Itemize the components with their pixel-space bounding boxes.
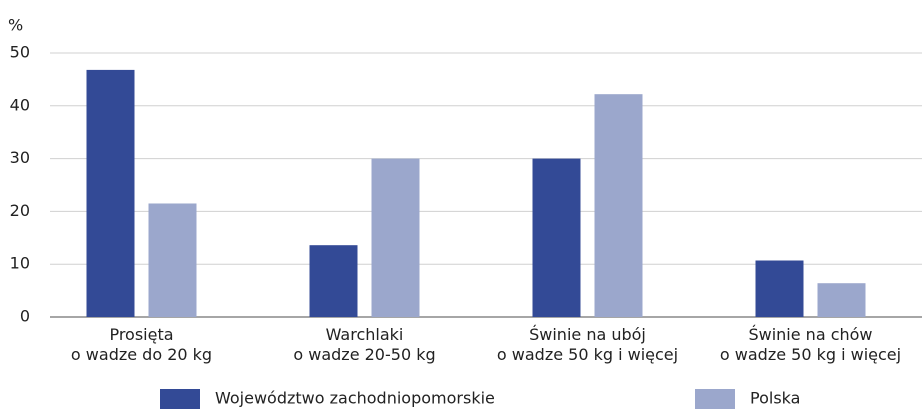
- x-tick-label-line: Warchlaki: [326, 325, 404, 344]
- bar: [371, 158, 420, 317]
- x-tick-label-line: Świnie na chów: [748, 325, 872, 344]
- bar: [817, 283, 866, 317]
- bar: [148, 203, 197, 317]
- x-tick-label-line: o wadze do 20 kg: [71, 345, 212, 364]
- x-tick-label: Świnie na ubój o wadze 50 kg i więcej: [497, 325, 678, 364]
- y-tick-label: 20: [10, 201, 30, 220]
- bar: [532, 158, 581, 317]
- y-tick-label: 50: [10, 43, 30, 62]
- y-tick-label: 0: [20, 307, 30, 326]
- bar: [86, 69, 135, 318]
- unit-label: %: [8, 16, 23, 35]
- x-tick-label-line: o wadze 20-50 kg: [293, 345, 435, 364]
- x-tick-label-line: Świnie na ubój: [529, 325, 646, 344]
- bar: [594, 94, 643, 318]
- y-tick-label: 30: [10, 148, 30, 167]
- x-tick-label: Prosięta o wadze do 20 kg: [71, 325, 212, 364]
- legend-swatch: [695, 389, 735, 409]
- y-tick-label: 40: [10, 95, 30, 114]
- x-tick-label-line: o wadze 50 kg i więcej: [720, 345, 901, 364]
- x-tick-label: Świnie na chów o wadze 50 kg i więcej: [720, 325, 901, 364]
- x-tick-label-line: o wadze 50 kg i więcej: [497, 345, 678, 364]
- bar: [309, 245, 358, 317]
- legend-swatch: [160, 389, 200, 409]
- x-tick-label: Warchlaki o wadze 20-50 kg: [293, 325, 435, 364]
- legend-label: Polska: [750, 389, 800, 408]
- x-tick-label-line: Prosięta: [109, 325, 173, 344]
- bar: [755, 260, 804, 317]
- legend-label: Województwo zachodniopomorskie: [215, 389, 495, 408]
- y-tick-label: 10: [10, 254, 30, 273]
